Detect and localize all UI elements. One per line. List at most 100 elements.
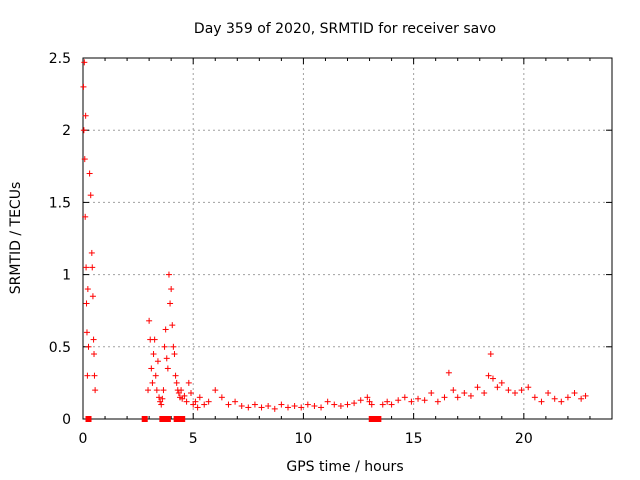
data-point <box>84 286 91 293</box>
data-point <box>379 401 386 408</box>
data-point <box>82 213 89 220</box>
data-point <box>83 264 90 271</box>
data-point <box>278 401 285 408</box>
data-point <box>161 343 168 350</box>
x-axis-label: GPS time / hours <box>286 459 403 475</box>
data-point <box>415 395 422 402</box>
y-tick-label: 2 <box>62 123 71 139</box>
data-point <box>304 401 311 408</box>
data-point <box>525 384 532 391</box>
data-point <box>170 343 177 350</box>
data-point <box>245 404 252 411</box>
data-point <box>84 372 91 379</box>
data-point <box>571 390 578 397</box>
y-tick-label: 0 <box>62 412 71 428</box>
data-point <box>428 390 435 397</box>
data-point <box>156 394 163 401</box>
data-point <box>324 398 331 405</box>
x-tick-label: 5 <box>189 431 198 447</box>
data-point <box>218 394 225 401</box>
zero-value-marker <box>164 416 171 422</box>
data-point <box>225 401 232 408</box>
data-point <box>146 317 153 324</box>
y-tick-labels: 0 0.5 1 1.5 2 2.5 <box>49 51 71 428</box>
y-tick-label: 0.5 <box>49 340 71 356</box>
data-point <box>85 343 92 350</box>
data-point <box>172 372 179 379</box>
data-point <box>181 392 188 399</box>
data-point <box>331 401 338 408</box>
data-point <box>83 329 90 336</box>
data-point <box>81 156 88 163</box>
data-point <box>153 387 160 394</box>
data-point <box>518 387 525 394</box>
y-tick-label: 1 <box>62 268 71 284</box>
data-point <box>185 379 192 386</box>
data-point <box>89 264 96 271</box>
zero-value-marker <box>179 416 186 422</box>
data-point <box>291 403 298 410</box>
data-point <box>408 398 415 405</box>
data-point <box>196 394 203 401</box>
data-point <box>298 404 305 411</box>
data-point <box>474 384 481 391</box>
x-tick-labels: 0 5 10 15 20 <box>79 431 533 447</box>
axis-ticks <box>82 57 612 420</box>
data-point <box>168 286 175 293</box>
data-point <box>163 355 170 362</box>
data-point <box>384 398 391 405</box>
data-point <box>318 404 325 411</box>
data-point <box>238 403 245 410</box>
chart-title: Day 359 of 2020, SRMTID for receiver sav… <box>194 21 496 37</box>
data-point <box>401 394 408 401</box>
data-point <box>212 387 219 394</box>
data-point <box>80 127 87 134</box>
data-point <box>158 401 165 408</box>
data-point <box>169 322 176 329</box>
data-point <box>188 390 195 397</box>
data-point <box>171 351 178 358</box>
data-point <box>173 379 180 386</box>
data-point <box>388 401 395 408</box>
data-point <box>151 336 158 343</box>
y-axis-label: SRMTID / TECUs <box>8 182 24 295</box>
data-point <box>545 390 552 397</box>
data-point <box>164 365 171 372</box>
data-point <box>531 394 538 401</box>
data-point <box>441 394 448 401</box>
data-point <box>311 403 318 410</box>
data-point <box>538 398 545 405</box>
data-point <box>454 394 461 401</box>
data-point <box>489 375 496 382</box>
data-point <box>88 249 95 256</box>
data-point <box>421 397 428 404</box>
data-point <box>152 372 159 379</box>
data-point <box>205 398 212 405</box>
data-point <box>82 112 89 119</box>
data-point <box>582 392 589 399</box>
data-point <box>149 379 156 386</box>
data-point <box>450 387 457 394</box>
data-point <box>148 365 155 372</box>
data-point <box>92 387 99 394</box>
data-point <box>159 395 166 402</box>
data-point <box>564 394 571 401</box>
x-tick-label: 20 <box>515 431 533 447</box>
data-point <box>461 390 468 397</box>
x-tick-label: 0 <box>79 431 88 447</box>
plot-frame <box>82 57 613 420</box>
data-point <box>86 170 93 177</box>
y-tick-label: 2.5 <box>49 51 71 67</box>
data-point <box>445 369 452 376</box>
data-points <box>80 59 589 422</box>
data-point <box>150 351 157 358</box>
data-point <box>337 403 344 410</box>
data-point <box>512 390 519 397</box>
data-point <box>192 398 199 405</box>
data-point <box>80 83 87 90</box>
zero-value-marker <box>173 416 180 422</box>
data-point <box>467 392 474 399</box>
data-point <box>434 398 441 405</box>
data-point <box>91 351 98 358</box>
